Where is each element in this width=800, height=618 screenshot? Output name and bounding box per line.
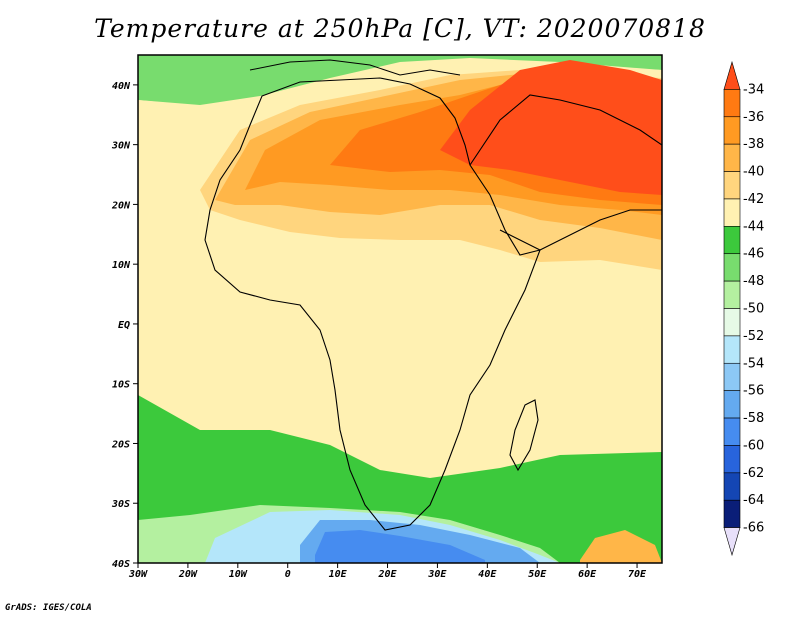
y-axis: 40N 30N 20N 10N EQ 10S 20S 30S 40S [111, 81, 138, 570]
plot-frame [137, 54, 663, 564]
y-tick-label: EQ [118, 320, 130, 331]
colorbar-label: -52 [743, 329, 764, 344]
x-tick-label: 20W [178, 569, 198, 580]
x-tick-label: 10W [229, 569, 248, 580]
y-tick-label: 10S [112, 380, 130, 391]
y-tick-label: 10N [112, 260, 131, 271]
x-tick-label: 70E [628, 569, 647, 580]
colorbar-label: -34 [743, 82, 764, 97]
coastline-arabia [469, 94, 662, 251]
x-tick-label: 30E [427, 569, 447, 580]
y-tick-label: 30S [111, 499, 130, 510]
colorbar-swatch [723, 362, 741, 391]
colorbar-swatch [723, 472, 741, 501]
x-axis: 30W 20W 10W 0 10E 20E 30E 40E 50E 60E 70E [128, 563, 647, 580]
temperature-field [138, 55, 662, 563]
y-tick-label: 20N [111, 200, 131, 211]
x-tick-label: 50E [528, 569, 547, 580]
field-region [138, 55, 662, 105]
x-tick-label: 10E [329, 569, 348, 580]
colorbar-swatch [723, 116, 741, 145]
colorbar-label: -40 [743, 165, 764, 180]
colorbar-label: -62 [743, 466, 764, 481]
colorbar-label: -42 [743, 192, 764, 207]
x-tick-label: 30W [128, 569, 148, 580]
x-tick-label: 40E [478, 569, 497, 580]
colorbar-swatch [723, 253, 741, 282]
colorbar-label: -56 [743, 384, 764, 399]
colorbar-swatch [723, 417, 741, 446]
colorbar-swatch [723, 143, 741, 172]
colorbar-swatch [723, 527, 741, 557]
x-tick-label: 20E [377, 569, 397, 580]
colorbar-label: -58 [743, 411, 764, 426]
field-region [440, 60, 662, 195]
colorbar-label: -64 [743, 493, 764, 508]
colorbar-swatch [723, 226, 741, 255]
colorbar: -34 -36 -38 -40 -42 -44 -46 -48 -50 -52 -54 -56 -58 -… [723, 60, 764, 557]
colorbar-label: -54 [743, 356, 764, 371]
y-tick-label: 40N [112, 81, 131, 92]
colorbar-swatch [723, 89, 741, 118]
x-tick-label: 60E [578, 569, 597, 580]
colorbar-swatch [723, 171, 741, 200]
colorbar-label: -48 [743, 274, 764, 289]
y-tick-label: 40S [112, 559, 130, 570]
colorbar-swatch [723, 60, 741, 90]
credit-label: GrADS: IGES/COLA [5, 603, 92, 613]
colorbar-swatch [723, 445, 741, 474]
colorbar-label: -36 [743, 110, 764, 125]
coastline-mediterranean [249, 59, 461, 76]
x-tick-label: 0 [285, 569, 291, 580]
map-title: Temperature at 250hPa [C], VT: 202007081… [94, 14, 706, 43]
colorbar-label: -46 [743, 247, 764, 262]
coastline [204, 77, 541, 531]
colorbar-label: -66 [743, 521, 764, 536]
field-region [580, 530, 662, 563]
colorbar-swatch [723, 198, 741, 227]
colorbar-swatch [723, 499, 741, 528]
colorbar-swatch [723, 335, 741, 364]
coastline-madagascar [509, 399, 539, 472]
colorbar-label: -50 [743, 302, 764, 317]
colorbar-swatch [723, 308, 741, 337]
y-tick-label: 20S [111, 439, 130, 450]
colorbar-swatch [723, 390, 741, 419]
colorbar-label: -38 [743, 137, 764, 152]
colorbar-label: -60 [743, 438, 764, 453]
colorbar-label: -44 [743, 219, 764, 234]
y-tick-label: 30N [111, 141, 131, 152]
colorbar-swatch [723, 280, 741, 309]
field-region [315, 530, 485, 563]
